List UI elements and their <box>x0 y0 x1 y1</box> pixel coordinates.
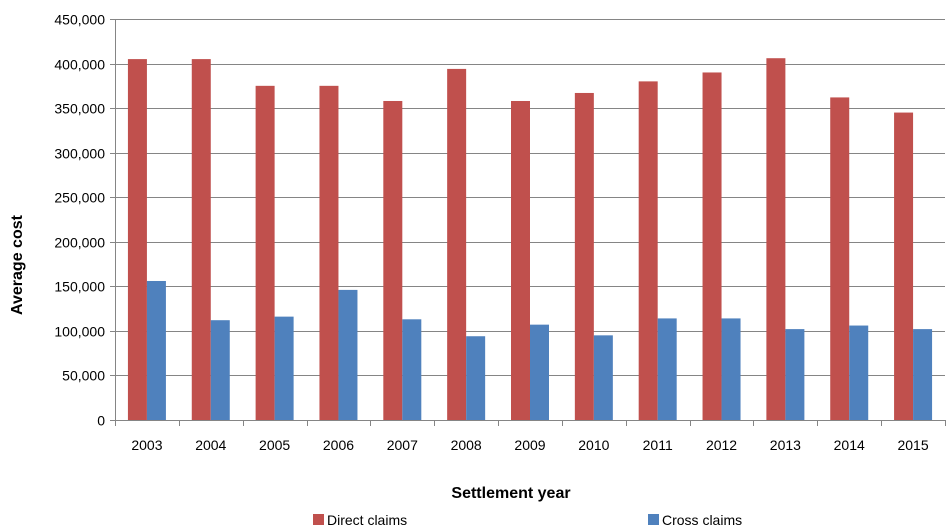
bar-direct-claims-2010 <box>574 92 594 420</box>
y-tick-label: 350,000 <box>54 101 105 117</box>
bar-direct-claims-2007 <box>383 100 403 420</box>
axes <box>115 19 946 426</box>
x-tick-label: 2010 <box>578 437 609 453</box>
x-tick-label: 2014 <box>834 437 865 453</box>
y-tick-labels: 0 50,000 100,000 150,000 200,000 250,000 300,0… <box>54 12 105 429</box>
bar-cross-claims-2013 <box>785 329 805 420</box>
bar-cross-claims-2010 <box>593 335 613 420</box>
y-tick-label: 200,000 <box>54 235 105 251</box>
bar-direct-claims-2015 <box>894 112 914 421</box>
bar-cross-claims-2011 <box>657 318 677 420</box>
bar-direct-claims-2011 <box>638 81 658 420</box>
x-tick-label: 2009 <box>514 437 545 453</box>
bar-direct-claims-2006 <box>319 85 339 420</box>
bar-direct-claims-2009 <box>511 100 530 420</box>
legend-label: Direct claims <box>327 512 407 528</box>
x-axis-title: Settlement year <box>451 485 570 502</box>
y-tick-label: 250,000 <box>54 190 105 206</box>
legend-swatch <box>648 514 659 525</box>
x-tick-label: 2007 <box>387 437 418 453</box>
bar-direct-claims-2014 <box>830 97 850 420</box>
legend-label: Cross claims <box>662 512 742 528</box>
bar-direct-claims-2005 <box>255 85 275 420</box>
bar-cross-claims-2006 <box>338 289 358 420</box>
y-tick-label: 100,000 <box>54 324 105 340</box>
x-tick-label: 2005 <box>259 437 290 453</box>
bar-cross-claims-2007 <box>402 319 422 420</box>
bar-cross-claims-2015 <box>913 329 933 420</box>
x-tick-label: 2008 <box>451 437 482 453</box>
bar-direct-claims-2013 <box>766 58 786 420</box>
x-tick-label: 2003 <box>131 437 162 453</box>
x-tick-label: 2013 <box>770 437 801 453</box>
bar-cross-claims-2004 <box>210 320 230 420</box>
bar-cross-claims-2003 <box>146 280 166 420</box>
y-tick-label: 150,000 <box>54 279 105 295</box>
x-tick-label: 2012 <box>706 437 737 453</box>
x-tick-label: 2004 <box>195 437 226 453</box>
y-tick-label: 300,000 <box>54 146 105 162</box>
x-tick-label: 2011 <box>643 437 673 453</box>
bar-direct-claims-2012 <box>702 72 722 420</box>
bar-direct-claims-2008 <box>447 68 467 420</box>
bars <box>127 58 933 421</box>
x-tick-label: 2006 <box>323 437 354 453</box>
bar-direct-claims-2003 <box>127 59 147 420</box>
legend-swatch <box>313 514 324 525</box>
y-tick-label: 450,000 <box>54 12 105 28</box>
y-tick-label: 50,000 <box>62 368 105 384</box>
y-axis-title: Average cost <box>9 214 26 315</box>
x-tick-labels: 2003 2004 2005 2006 2007 2008 2009 2010 2011 2012… <box>131 437 929 453</box>
bar-cross-claims-2009 <box>530 324 549 420</box>
y-tick-label: 400,000 <box>54 57 105 73</box>
x-tick-label: 2015 <box>897 437 928 453</box>
bar-direct-claims-2004 <box>191 59 211 420</box>
bar-cross-claims-2014 <box>849 325 869 420</box>
legend: Direct claims Cross claims <box>313 512 742 528</box>
bar-cross-claims-2008 <box>466 336 486 420</box>
bar-cross-claims-2012 <box>721 318 741 420</box>
bar-cross-claims-2005 <box>274 316 294 420</box>
y-tick-label: 0 <box>97 413 105 429</box>
